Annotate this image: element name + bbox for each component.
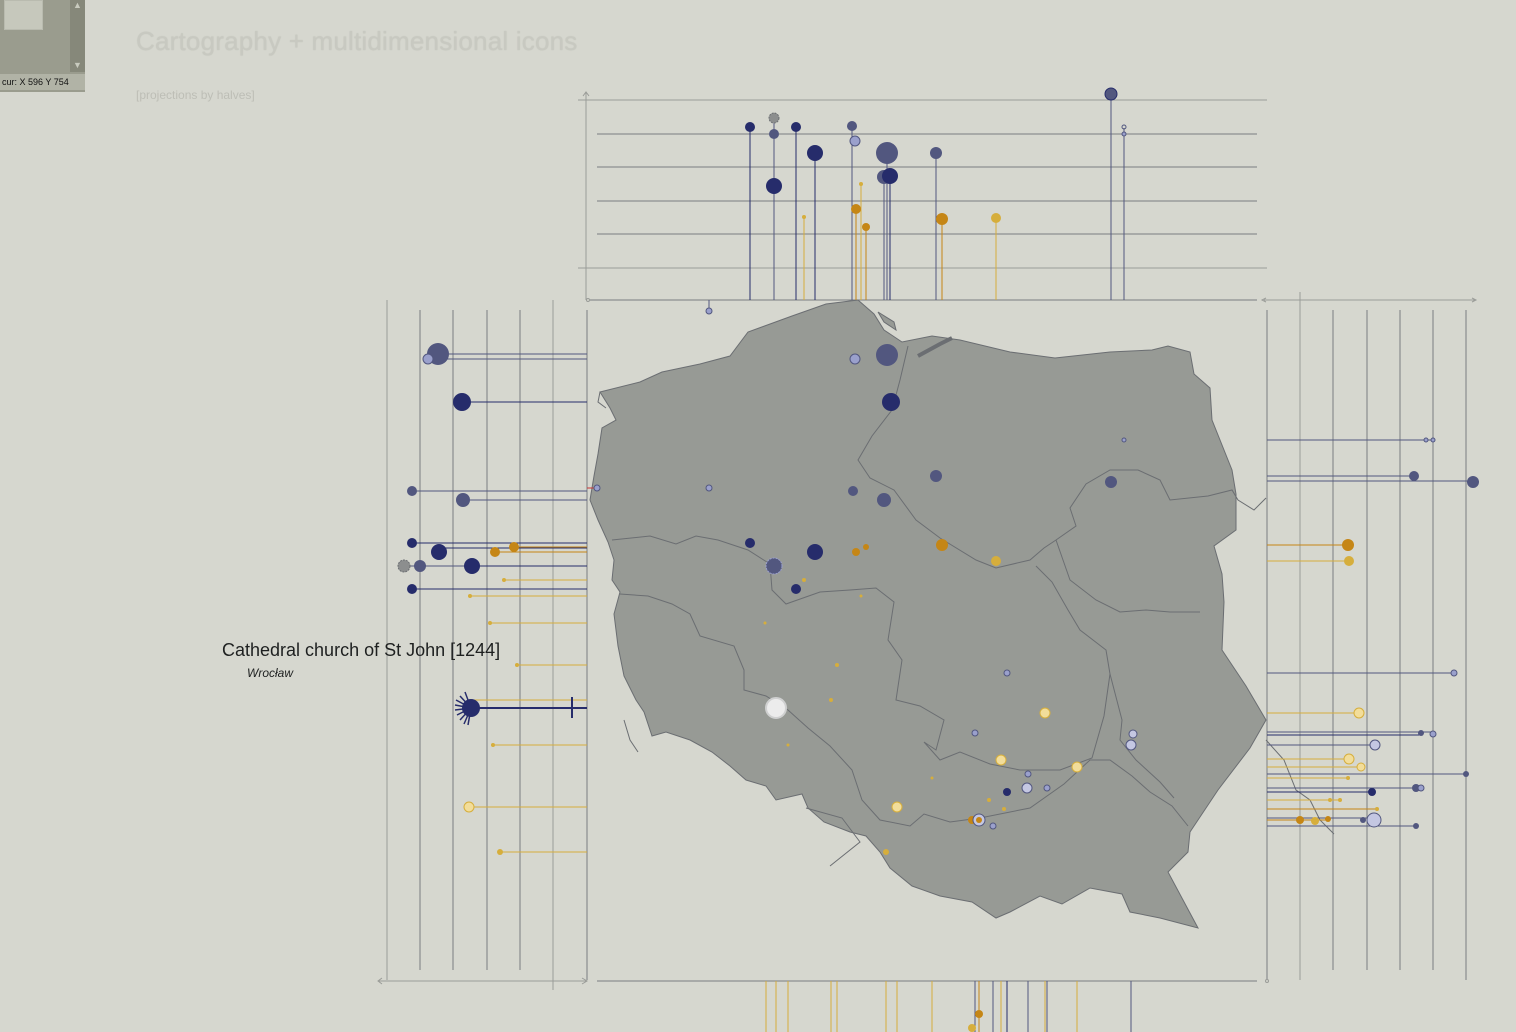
navigator-panel[interactable]: ▲ ▼ cur: X 596 Y 754 bbox=[0, 0, 85, 92]
region-borders bbox=[597, 345, 1335, 867]
left-projection-frame bbox=[378, 300, 588, 990]
country-outline bbox=[589, 299, 1267, 929]
right-projection-frame bbox=[1264, 292, 1476, 980]
page-title: Cartography + multidimensional icons bbox=[136, 26, 578, 56]
right-projection-guides bbox=[1332, 310, 1467, 980]
bottom-markers bbox=[968, 1010, 983, 1032]
scroll-up-icon[interactable]: ▲ bbox=[73, 0, 82, 10]
selected-glyph[interactable] bbox=[454, 691, 480, 726]
left-stems bbox=[404, 353, 597, 853]
top-projection-guides bbox=[597, 133, 1257, 235]
map-points[interactable] bbox=[593, 344, 1138, 855]
page-subtitle: [projections by halves] bbox=[136, 88, 255, 102]
right-stems bbox=[1267, 439, 1473, 827]
frame-ticks bbox=[377, 91, 1478, 985]
left-projection-guides bbox=[419, 310, 521, 970]
cursor-readout: cur: X 596 Y 754 bbox=[0, 74, 85, 90]
top-markers bbox=[705, 87, 1127, 315]
selected-monument-name: Cathedral church of St John [1244] bbox=[222, 640, 501, 660]
left-markers bbox=[397, 343, 519, 855]
top-projection-frame bbox=[578, 92, 1267, 301]
navigator-viewport[interactable] bbox=[4, 0, 43, 30]
coastal-lagoon bbox=[917, 336, 953, 358]
coastal-spit bbox=[877, 311, 897, 332]
navigator-scrollbar[interactable]: ▲ ▼ bbox=[70, 0, 85, 72]
bottom-stems bbox=[765, 981, 1132, 1032]
right-markers bbox=[1296, 437, 1479, 829]
top-stems bbox=[708, 94, 1125, 311]
selected-monument-city: Wrocław bbox=[247, 666, 294, 680]
scroll-down-icon[interactable]: ▼ bbox=[73, 60, 82, 70]
